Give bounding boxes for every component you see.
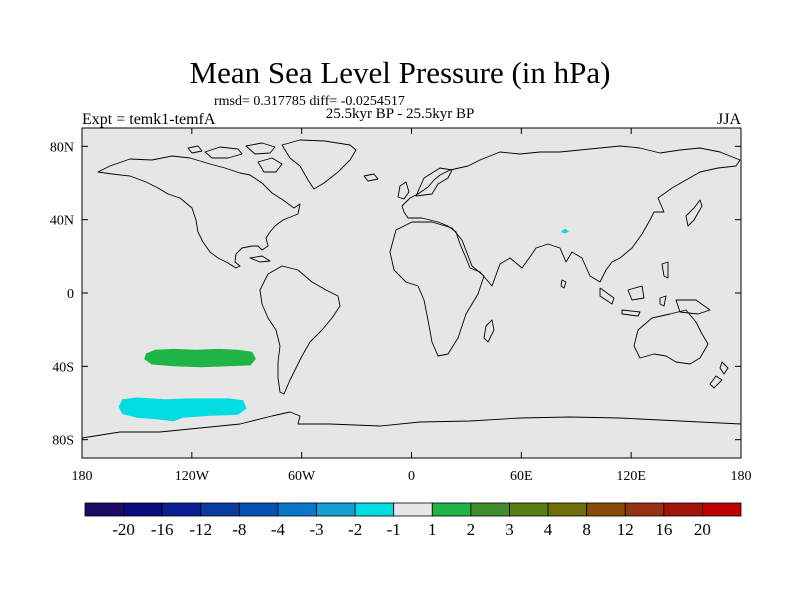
stats-line: rmsd= 0.317785 diff= -0.0254517	[214, 94, 405, 109]
experiment-label: Expt = temk1-temfA	[82, 111, 216, 128]
coastlines	[81, 139, 742, 439]
colorbar-label: 16	[655, 520, 672, 539]
lon-tick-label: 60W	[288, 469, 316, 484]
map-axes: 180 120W 60W 0 60E 120E 180 80N 40N 0 40S 80S	[50, 128, 752, 484]
anomaly-patch-south-pacific-positive	[144, 348, 256, 368]
colorbar-label: -1	[387, 520, 401, 539]
colorbar-label: 20	[694, 520, 711, 539]
colorbar-swatch	[431, 502, 472, 517]
colorbar-swatch	[123, 502, 163, 517]
colorbar-swatch	[586, 502, 626, 517]
colorbar-label: -12	[189, 520, 212, 539]
lat-tick-label: 0	[67, 287, 74, 302]
anomaly-patches	[118, 228, 569, 422]
colorbar-label: 2	[467, 520, 476, 539]
lon-tick-label: 0	[408, 469, 415, 484]
lon-tick-label: 60E	[510, 469, 533, 484]
colorbar-swatch	[393, 502, 433, 517]
colorbar-swatch	[277, 502, 317, 517]
colorbar-swatch	[547, 502, 588, 517]
colorbar-swatch	[200, 502, 240, 517]
lon-tick-label: 180	[72, 469, 93, 484]
colorbar-label: 12	[617, 520, 634, 539]
season-label: JJA	[716, 111, 741, 128]
colorbar-label: -20	[112, 520, 135, 539]
colorbar-label: 8	[582, 520, 591, 539]
lat-tick-label: 80S	[52, 434, 74, 449]
colorbar-swatch	[663, 502, 703, 517]
colorbar: -20 -16 -12 -8 -4 -3 -2 -1 1 2 3 4 8 12 16 20	[84, 502, 742, 539]
colorbar-label: 3	[505, 520, 514, 539]
lat-tick-label: 80N	[50, 140, 74, 155]
lat-tick-label: 40N	[50, 214, 74, 229]
anomaly-patch-southern-ocean-negative	[118, 397, 247, 422]
colorbar-swatch	[161, 502, 202, 517]
colorbar-label: -2	[348, 520, 362, 539]
colorbar-swatch	[702, 502, 742, 517]
anomaly-patch-tibet-negative	[561, 228, 569, 234]
colorbar-swatch	[84, 502, 124, 517]
colorbar-label: -3	[309, 520, 323, 539]
colorbar-label: -4	[271, 520, 286, 539]
colorbar-label: -8	[232, 520, 246, 539]
colorbar-swatch	[509, 502, 549, 517]
colorbar-label: 4	[544, 520, 553, 539]
colorbar-swatch	[316, 502, 356, 517]
colorbar-swatch	[470, 502, 510, 517]
chart-title: Mean Sea Level Pressure (in hPa)	[189, 55, 611, 90]
colorbar-swatch	[354, 502, 395, 517]
colorbar-label: 1	[428, 520, 437, 539]
colorbar-swatch	[238, 502, 279, 517]
lat-tick-label: 40S	[52, 360, 74, 375]
lon-tick-label: 120E	[616, 469, 646, 484]
chart-subtitle: 25.5kyr BP - 25.5kyr BP	[325, 106, 475, 122]
colorbar-swatch	[624, 502, 665, 517]
lon-tick-label: 120W	[175, 469, 210, 484]
lon-tick-label: 180	[731, 469, 752, 484]
colorbar-label: -16	[151, 520, 174, 539]
